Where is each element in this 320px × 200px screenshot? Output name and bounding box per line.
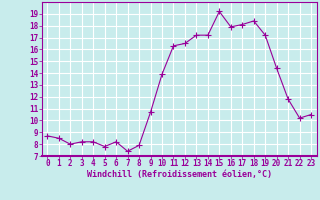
X-axis label: Windchill (Refroidissement éolien,°C): Windchill (Refroidissement éolien,°C): [87, 170, 272, 179]
